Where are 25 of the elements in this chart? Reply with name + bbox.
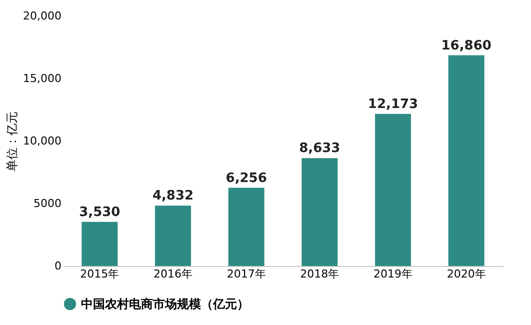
bar <box>82 222 118 266</box>
y-tick-label: 20,000 <box>23 10 62 22</box>
bar <box>375 114 411 266</box>
x-tick-label: 2019年 <box>374 268 412 280</box>
text: 3,530 <box>79 204 120 220</box>
legend-label: 中国农村电商市场规模（亿元） <box>81 297 249 311</box>
bar <box>302 158 338 266</box>
x-tick-label: 2016年 <box>154 268 192 280</box>
x-tick-label: 2020年 <box>446 268 486 280</box>
text: 6,256 <box>226 170 267 186</box>
y-tick-label: 15,000 <box>23 72 62 85</box>
x-tick-label: 2018年 <box>300 268 340 280</box>
y-tick-label: 5000 <box>34 197 62 210</box>
bar <box>155 206 191 266</box>
y-tick-label: 0 <box>54 260 62 272</box>
bar <box>228 188 264 266</box>
x-tick-label: 2015年 <box>80 268 120 280</box>
bar <box>448 55 484 266</box>
y-tick-label: 10,000 <box>23 134 62 148</box>
x-tick-label: 2017年 <box>226 268 266 280</box>
text: 8,633 <box>299 141 340 156</box>
text: 12,173 <box>368 96 418 112</box>
y-axis-title: 单位：亿元 <box>5 112 20 172</box>
text: 16,860 <box>441 38 492 54</box>
text: 4,832 <box>152 188 194 204</box>
